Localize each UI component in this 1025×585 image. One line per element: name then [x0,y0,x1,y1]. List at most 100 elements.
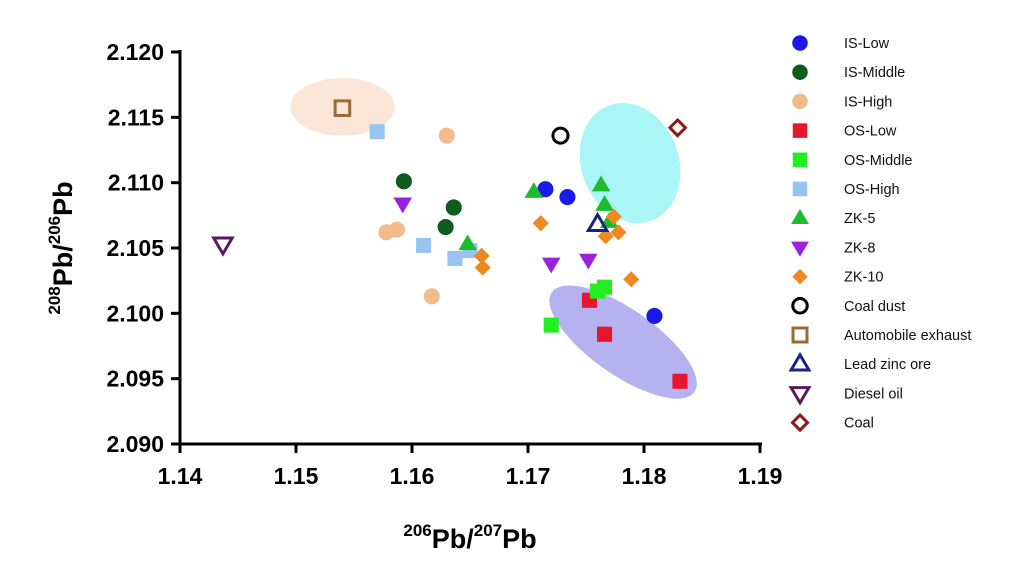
legend-marker-lead-zinc-ore [788,351,812,372]
legend-label: ZK-10 [844,270,884,286]
point-is-middle [437,219,454,236]
legend-marker-is-middle [792,64,808,80]
point-automobile-exhaust [333,99,352,117]
point-os-low [597,326,613,342]
point-os-high [447,250,463,266]
y-axis-title-base: Pb/ [48,244,78,287]
point-zk-10 [473,247,490,264]
legend-marker-zk-10 [792,268,808,285]
point-zk-10 [610,224,627,241]
legend-marker-zk-5 [791,208,809,225]
point-os-low [672,373,688,389]
legend-marker-os-high [792,181,808,197]
point-diesel-oil [211,236,235,257]
x-tick-label: 1.15 [274,463,319,489]
point-os-middle [543,317,559,333]
point-os-middle [597,279,613,295]
legend-label: IS-Low [844,36,890,52]
point-is-high [438,127,455,144]
legend-item-zk-10: ZK-10 [792,268,884,286]
legend-label: Lead zinc ore [844,357,931,373]
legend-marker-coal-dust [791,297,809,315]
point-is-low [646,307,663,325]
point-is-middle [445,199,462,216]
legend-marker-os-middle [792,152,808,168]
legend-label: OS-High [844,182,900,198]
point-zk-5 [595,195,614,211]
point-zk-8 [579,253,598,270]
point-zk-8 [541,257,561,274]
legend-label: Coal [844,416,874,432]
point-os-high [369,124,385,140]
source-ellipse [549,285,697,399]
x-tick-label: 1.14 [158,463,203,489]
legend-item-is-low: IS-Low [792,35,890,52]
point-coal [667,117,688,138]
y-tick-label: 2.115 [108,104,164,130]
point-zk-5 [591,175,611,192]
legend-item-zk-5: ZK-5 [791,208,875,227]
legend-label: Coal dust [844,299,905,315]
legend-marker-os-low [792,123,808,138]
point-coal-dust [551,126,570,145]
legend-label: IS-High [844,94,892,110]
y-axis-title-sup2: 206 [45,216,64,244]
y-axis-title: 208Pb/206Pb [45,181,78,314]
legend-marker-automobile-exhaust [791,326,809,344]
legend-item-automobile-exhaust: Automobile exhaust [791,326,971,344]
point-zk-10 [532,215,549,232]
x-tick-label: 1.19 [738,463,783,489]
source-ellipse [579,102,681,224]
legend-label: IS-Middle [844,65,905,81]
x-tick-label: 1.17 [506,463,551,489]
legend-item-zk-8: ZK-8 [791,240,875,257]
legend-item-is-high: IS-High [792,93,892,110]
legend-item-os-low: OS-Low [792,123,897,140]
legend-marker-coal [790,412,810,433]
x-axis-title-sup: 206 [403,521,431,540]
legend: IS-Low IS-Middle IS-High OS-Low OS-Middle OS-… [788,35,971,433]
data-points [211,99,688,389]
point-is-low [537,181,554,198]
legend-item-lead-zinc-ore: Lead zinc ore [788,351,931,373]
point-zk-10 [597,228,614,245]
point-os-high [416,237,432,253]
legend-item-is-middle: IS-Middle [792,64,905,81]
point-is-low [559,188,576,206]
x-tick-label: 1.16 [390,463,435,489]
y-tick-label: 2.100 [106,300,164,326]
legend-label: Diesel oil [844,386,903,402]
x-axis-title: 206Pb/207Pb [403,521,536,554]
y-tick-label: 2.120 [106,39,164,65]
legend-item-os-middle: OS-Middle [792,152,913,169]
y-tick-label: 2.105 [106,235,164,261]
legend-item-os-high: OS-High [792,181,900,198]
chart-axes: 2.090 2.095 2.100 2.105 2.110 2.115 2.120 1.14… [106,39,782,489]
legend-label: ZK-8 [844,240,875,256]
x-tick-label: 1.18 [622,463,667,489]
legend-label: Automobile exhaust [844,328,971,344]
legend-item-diesel-oil: Diesel oil [788,386,903,406]
point-zk-10 [605,208,622,225]
source-ellipse [290,78,395,136]
legend-marker-diesel-oil [788,386,812,406]
legend-item-coal-dust: Coal dust [791,297,905,315]
point-is-middle [395,173,412,190]
point-is-high [423,288,440,305]
point-zk-5 [524,182,544,198]
legend-label: ZK-5 [844,211,875,227]
legend-label: OS-Middle [844,153,913,169]
point-zk-8 [393,197,412,214]
point-zk-10 [474,259,491,276]
legend-marker-is-high [792,93,808,110]
point-zk-5 [458,234,477,251]
x-axis-title-end: Pb [502,524,537,554]
y-tick-label: 2.090 [106,431,164,457]
legend-item-coal: Coal [790,412,874,433]
point-is-high [388,221,405,238]
point-lead-zinc-ore [585,211,610,233]
source-region-ellipses [290,78,697,399]
y-axis-ticks: 2.090 2.095 2.100 2.105 2.110 2.115 2.120 [106,39,180,457]
y-tick-label: 2.110 [108,170,164,196]
